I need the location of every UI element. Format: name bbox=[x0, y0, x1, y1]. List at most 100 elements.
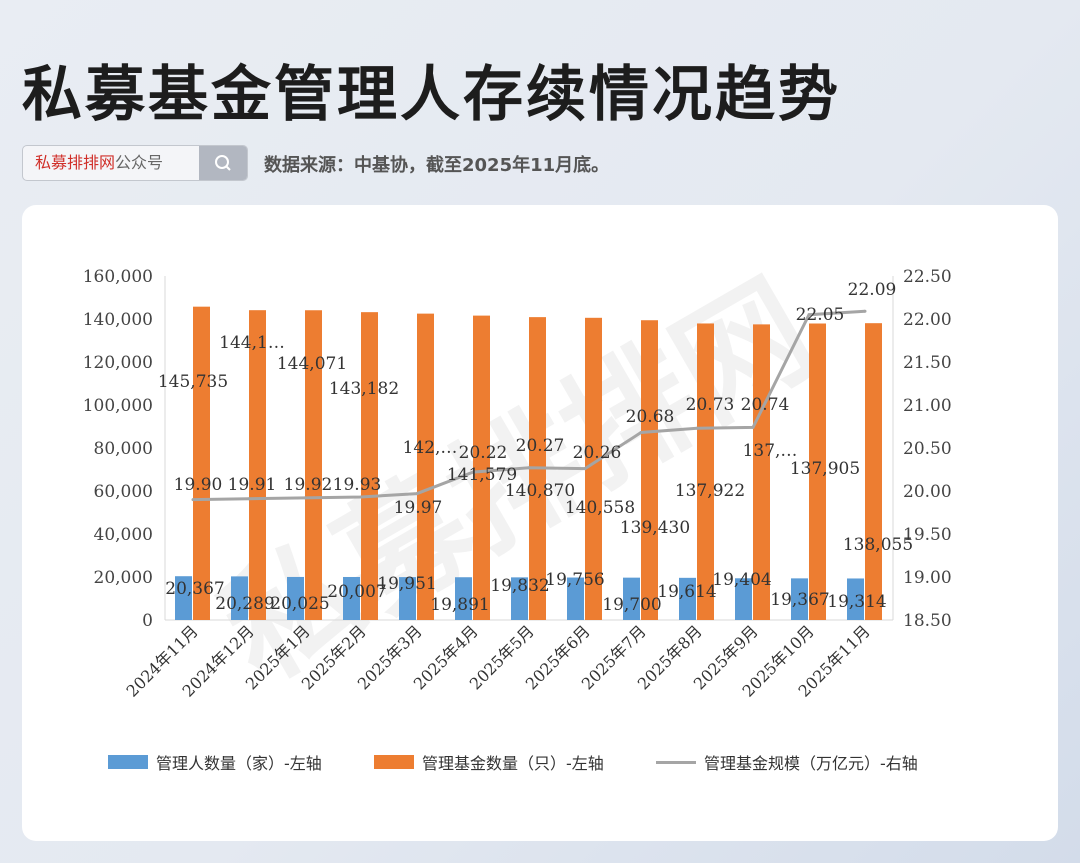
page-title: 私募基金管理人存续情况趋势 bbox=[22, 60, 841, 130]
scale-label: 20.74 bbox=[741, 395, 790, 415]
scale-point bbox=[639, 431, 643, 435]
legend-item-managers: 管理人数量（家）-左轴 bbox=[108, 750, 322, 774]
fund-count-bar bbox=[585, 317, 602, 620]
search-box[interactable]: 私募排排网公众号 bbox=[22, 145, 248, 181]
scale-point bbox=[527, 466, 531, 470]
search-text: 私募排排网公众号 bbox=[23, 146, 199, 180]
legend-swatch bbox=[374, 755, 414, 769]
y-right-tick-label: 22.50 bbox=[903, 267, 952, 287]
legend-label: 管理基金数量（只）-左轴 bbox=[422, 754, 604, 773]
fund-count-label: 137,922 bbox=[675, 481, 745, 501]
scale-point bbox=[695, 426, 699, 430]
scale-label: 19.92 bbox=[284, 475, 333, 495]
fund-count-bar bbox=[249, 310, 266, 620]
manager-count-bar bbox=[847, 578, 864, 620]
manager-count-bar bbox=[623, 577, 640, 620]
fund-count-bar bbox=[753, 324, 770, 620]
manager-count-label: 19,891 bbox=[430, 595, 489, 615]
fund-count-label: 144,071 bbox=[277, 354, 347, 374]
scale-label: 19.91 bbox=[228, 475, 277, 495]
manager-count-label: 19,314 bbox=[827, 592, 886, 612]
fund-count-bar bbox=[865, 323, 882, 620]
y-right-tick-label: 19.00 bbox=[903, 568, 952, 588]
scale-label: 20.27 bbox=[516, 436, 565, 456]
data-source-note: 数据来源：中基协，截至2025年11月底。 bbox=[264, 155, 610, 176]
fund-count-bar bbox=[417, 313, 434, 620]
legend-swatch bbox=[656, 760, 696, 764]
fund-count-label: 140,558 bbox=[565, 498, 635, 518]
scale-point bbox=[303, 496, 307, 500]
y-left-tick-label: 0 bbox=[142, 611, 153, 631]
manager-count-label: 19,614 bbox=[657, 582, 716, 602]
y-right-tick-label: 20.50 bbox=[903, 439, 952, 459]
manager-count-label: 20,007 bbox=[327, 582, 386, 602]
manager-count-bar bbox=[511, 577, 528, 620]
y-right-tick-label: 21.50 bbox=[903, 353, 952, 373]
manager-count-label: 20,025 bbox=[270, 594, 329, 614]
fund-count-label: 140,870 bbox=[505, 481, 575, 501]
fund-count-bar bbox=[641, 320, 658, 620]
fund-count-bar bbox=[809, 323, 826, 620]
manager-count-bar bbox=[567, 577, 584, 620]
scale-label: 20.26 bbox=[573, 443, 622, 463]
fund-count-bar bbox=[361, 312, 378, 620]
y-left-tick-label: 140,000 bbox=[83, 310, 153, 330]
scale-label: 19.90 bbox=[174, 475, 223, 495]
scale-point bbox=[471, 470, 475, 474]
manager-count-label: 19,756 bbox=[545, 570, 604, 590]
y-left-tick-label: 120,000 bbox=[83, 353, 153, 373]
scale-label: 19.93 bbox=[333, 475, 382, 495]
y-right-tick-label: 20.00 bbox=[903, 482, 952, 502]
manager-count-bar bbox=[231, 576, 248, 620]
search-icon bbox=[215, 155, 231, 171]
brand-name: 私募排排网 bbox=[35, 153, 116, 172]
scale-label: 19.97 bbox=[394, 498, 443, 518]
fund-count-bar bbox=[473, 315, 490, 620]
y-right-tick-label: 19.50 bbox=[903, 525, 952, 545]
fund-count-label: 142,… bbox=[403, 438, 458, 458]
manager-count-label: 20,367 bbox=[165, 579, 224, 599]
search-button[interactable] bbox=[199, 146, 247, 180]
y-left-tick-label: 80,000 bbox=[94, 439, 153, 459]
fund-count-label: 138,055 bbox=[843, 535, 913, 555]
manager-count-bar bbox=[735, 578, 752, 620]
y-left-tick-label: 100,000 bbox=[83, 396, 153, 416]
legend-item-funds: 管理基金数量（只）-左轴 bbox=[374, 750, 604, 774]
fund-count-label: 137,… bbox=[743, 441, 798, 461]
manager-count-label: 19,832 bbox=[490, 576, 549, 596]
fund-count-label: 141,579 bbox=[447, 465, 517, 485]
manager-count-label: 20,289 bbox=[215, 594, 274, 614]
legend-swatch bbox=[108, 755, 148, 769]
manager-count-label: 19,404 bbox=[712, 570, 771, 590]
manager-count-bar bbox=[791, 578, 808, 620]
manager-count-label: 19,951 bbox=[377, 574, 436, 594]
brand-suffix: 公众号 bbox=[115, 153, 164, 172]
fund-count-label: 144,1… bbox=[219, 333, 285, 353]
fund-count-bar bbox=[305, 310, 322, 620]
fund-count-label: 143,182 bbox=[329, 379, 399, 399]
fund-count-label: 139,430 bbox=[620, 518, 690, 538]
y-right-tick-label: 21.00 bbox=[903, 396, 952, 416]
manager-count-label: 19,700 bbox=[602, 595, 661, 615]
manager-count-bar bbox=[399, 577, 416, 620]
y-left-tick-label: 60,000 bbox=[94, 482, 153, 502]
fund-count-label: 145,735 bbox=[158, 372, 228, 392]
manager-count-bar bbox=[679, 577, 696, 620]
legend-label: 管理人数量（家）-左轴 bbox=[156, 754, 322, 773]
manager-count-bar bbox=[455, 577, 472, 620]
legend-label: 管理基金规模（万亿元）-右轴 bbox=[704, 754, 918, 773]
scale-label: 20.68 bbox=[626, 407, 675, 427]
scale-label: 22.09 bbox=[848, 280, 897, 300]
scale-point bbox=[191, 498, 195, 502]
fund-count-label: 137,905 bbox=[790, 459, 860, 479]
scale-point bbox=[807, 313, 811, 317]
fund-count-bar bbox=[697, 323, 714, 620]
scale-point bbox=[247, 497, 251, 501]
manager-count-bar bbox=[287, 576, 304, 620]
scale-label: 20.22 bbox=[459, 443, 508, 463]
manager-count-bar bbox=[175, 576, 192, 620]
scale-label: 22.05 bbox=[796, 305, 845, 325]
scale-point bbox=[583, 467, 587, 471]
y-right-tick-label: 18.50 bbox=[903, 611, 952, 631]
y-left-tick-label: 20,000 bbox=[94, 568, 153, 588]
